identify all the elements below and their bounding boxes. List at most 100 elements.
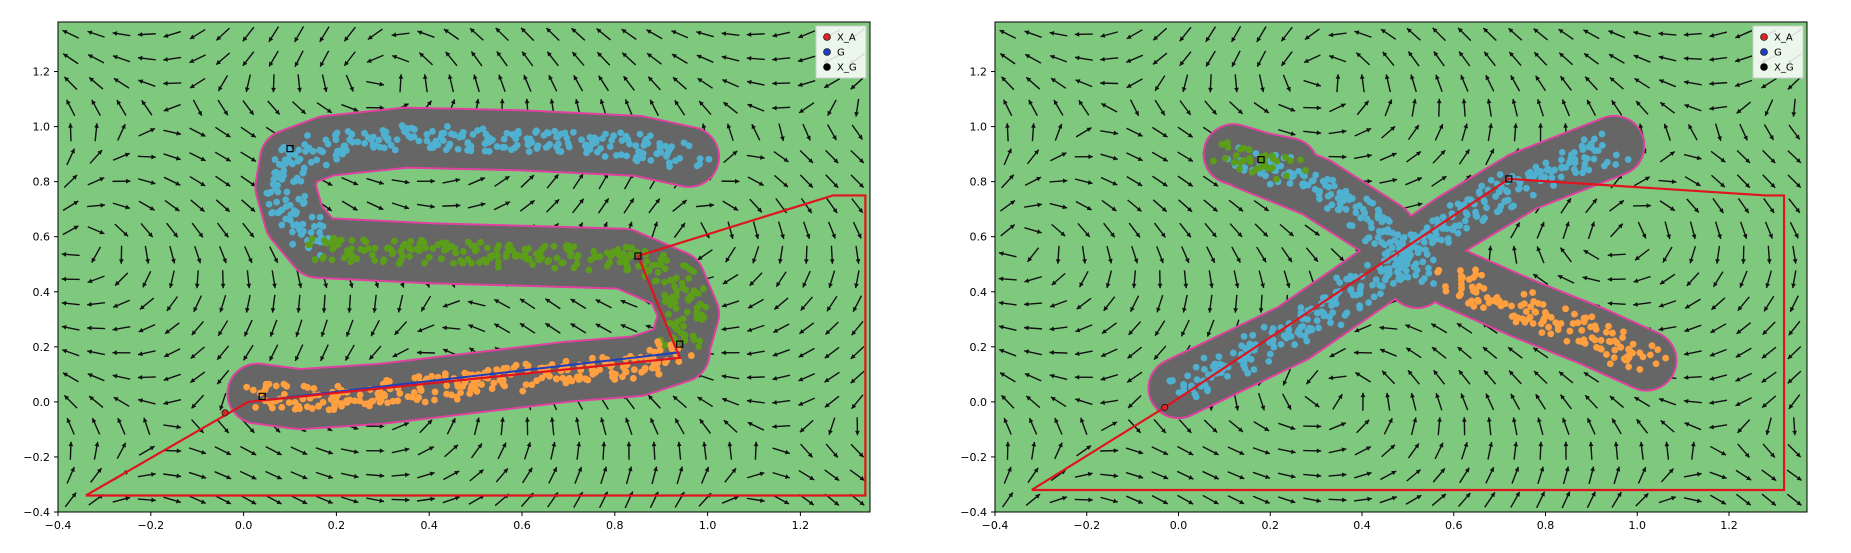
data-point	[1444, 235, 1452, 243]
vector-arrow-head	[199, 206, 205, 212]
vector-arrow-head	[1126, 58, 1132, 63]
data-point	[333, 129, 341, 137]
vector-arrow-head	[349, 86, 354, 92]
data-point	[1558, 148, 1566, 156]
vector-arrow-head	[1003, 99, 1008, 105]
vector-arrow-head	[1342, 154, 1347, 160]
vector-arrow-head	[1482, 347, 1488, 352]
vector-arrow-head	[269, 61, 274, 67]
vector-arrow-head	[1388, 418, 1393, 424]
x-tick-label: 0.2	[328, 519, 346, 532]
x-g-marker	[1505, 175, 1513, 183]
data-point	[1603, 351, 1610, 358]
axes-frame	[57, 21, 871, 513]
vector-arrow-head	[467, 300, 473, 305]
data-point	[551, 127, 559, 135]
vector-arrow-head	[1717, 233, 1722, 239]
data-point	[646, 132, 654, 140]
vector-arrow-head	[1709, 33, 1715, 38]
vector-arrow-head	[751, 124, 756, 130]
vector-arrow-head	[681, 200, 687, 205]
vector-arrow-head	[1513, 123, 1518, 128]
data-point	[562, 357, 570, 365]
vector-arrow-head	[1008, 492, 1013, 498]
vector-arrow-head	[1465, 149, 1470, 155]
data-point	[1547, 313, 1555, 321]
data-point	[1277, 340, 1285, 348]
vector-arrow-head	[1417, 202, 1423, 207]
vector-arrow-head	[1088, 497, 1093, 503]
vector-arrow-head	[126, 178, 131, 184]
vector-arrow-head	[1128, 403, 1133, 408]
vector-arrow-head	[399, 282, 405, 288]
data-point	[308, 213, 316, 221]
data-point	[1455, 292, 1463, 300]
vector-arrow-head	[1160, 110, 1165, 116]
vector-arrow-head	[1239, 450, 1245, 455]
vector-arrow-head	[1137, 156, 1143, 161]
vector-arrow-head	[1391, 470, 1397, 476]
vector-arrow-head	[1024, 30, 1030, 35]
vector-arrow-head	[1666, 234, 1671, 239]
vector-arrow-head	[176, 473, 182, 479]
data-point	[441, 243, 449, 251]
data-point	[387, 141, 395, 149]
vector-arrow-head	[73, 225, 79, 231]
data-point	[1273, 175, 1280, 183]
data-point	[1624, 156, 1632, 163]
vector-arrow-head	[494, 299, 500, 304]
vector-arrow-head	[471, 51, 476, 57]
vector-arrow-head	[697, 78, 703, 83]
data-point	[1328, 201, 1336, 209]
vector-arrow-head	[302, 450, 308, 455]
vector-arrow-head	[1533, 28, 1539, 34]
vector-arrow-head	[599, 99, 605, 105]
data-point	[1442, 287, 1450, 295]
data-point	[1200, 365, 1208, 373]
vector-arrow-head	[1607, 276, 1613, 282]
data-point	[696, 300, 704, 308]
data-point	[1578, 326, 1586, 334]
vector-arrow-head	[249, 232, 254, 238]
legend-marker	[1760, 33, 1768, 41]
vector-arrow-head	[112, 350, 117, 356]
data-point	[683, 308, 691, 316]
vector-arrow-head	[1186, 110, 1191, 115]
vector-arrow-head	[1075, 79, 1081, 84]
vector-arrow-head	[1239, 474, 1245, 480]
vector-arrow-head	[1153, 35, 1159, 41]
data-point	[1332, 300, 1340, 307]
data-point	[269, 209, 277, 216]
vector-arrow-head	[1163, 450, 1169, 455]
vector-arrow-head	[1314, 402, 1320, 408]
vector-arrow-head	[1795, 182, 1801, 188]
vector-arrow-head	[529, 175, 534, 180]
vector-arrow-head	[1487, 245, 1493, 251]
vector-arrow-head	[250, 207, 256, 212]
vector-arrow-head	[747, 422, 753, 427]
vector-arrow-head	[1486, 417, 1492, 422]
vector-arrow-head	[780, 234, 785, 239]
vector-arrow-head	[824, 83, 830, 88]
data-point	[500, 135, 508, 143]
data-point	[588, 354, 596, 362]
data-point	[1533, 168, 1541, 176]
data-point	[665, 310, 672, 318]
data-point	[1266, 350, 1274, 358]
data-point	[356, 397, 364, 405]
vector-arrow-head	[416, 350, 422, 356]
vector-arrow-head	[1587, 99, 1592, 105]
vector-arrow-head	[249, 110, 254, 115]
vector-arrow-head	[1587, 418, 1592, 424]
data-point	[279, 161, 287, 169]
vector-arrow-head	[138, 398, 143, 403]
vector-arrow-head	[1720, 499, 1726, 505]
data-point	[1294, 329, 1302, 336]
data-point	[270, 175, 278, 183]
data-point	[1346, 275, 1354, 283]
data-point	[1580, 318, 1588, 326]
vector-arrow-head	[1671, 496, 1676, 501]
scatter-points	[243, 122, 713, 414]
data-point	[469, 131, 477, 138]
vector-arrow-head	[1263, 206, 1269, 211]
